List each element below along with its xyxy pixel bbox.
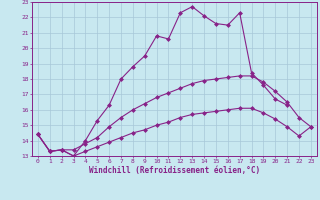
X-axis label: Windchill (Refroidissement éolien,°C): Windchill (Refroidissement éolien,°C)	[89, 166, 260, 175]
